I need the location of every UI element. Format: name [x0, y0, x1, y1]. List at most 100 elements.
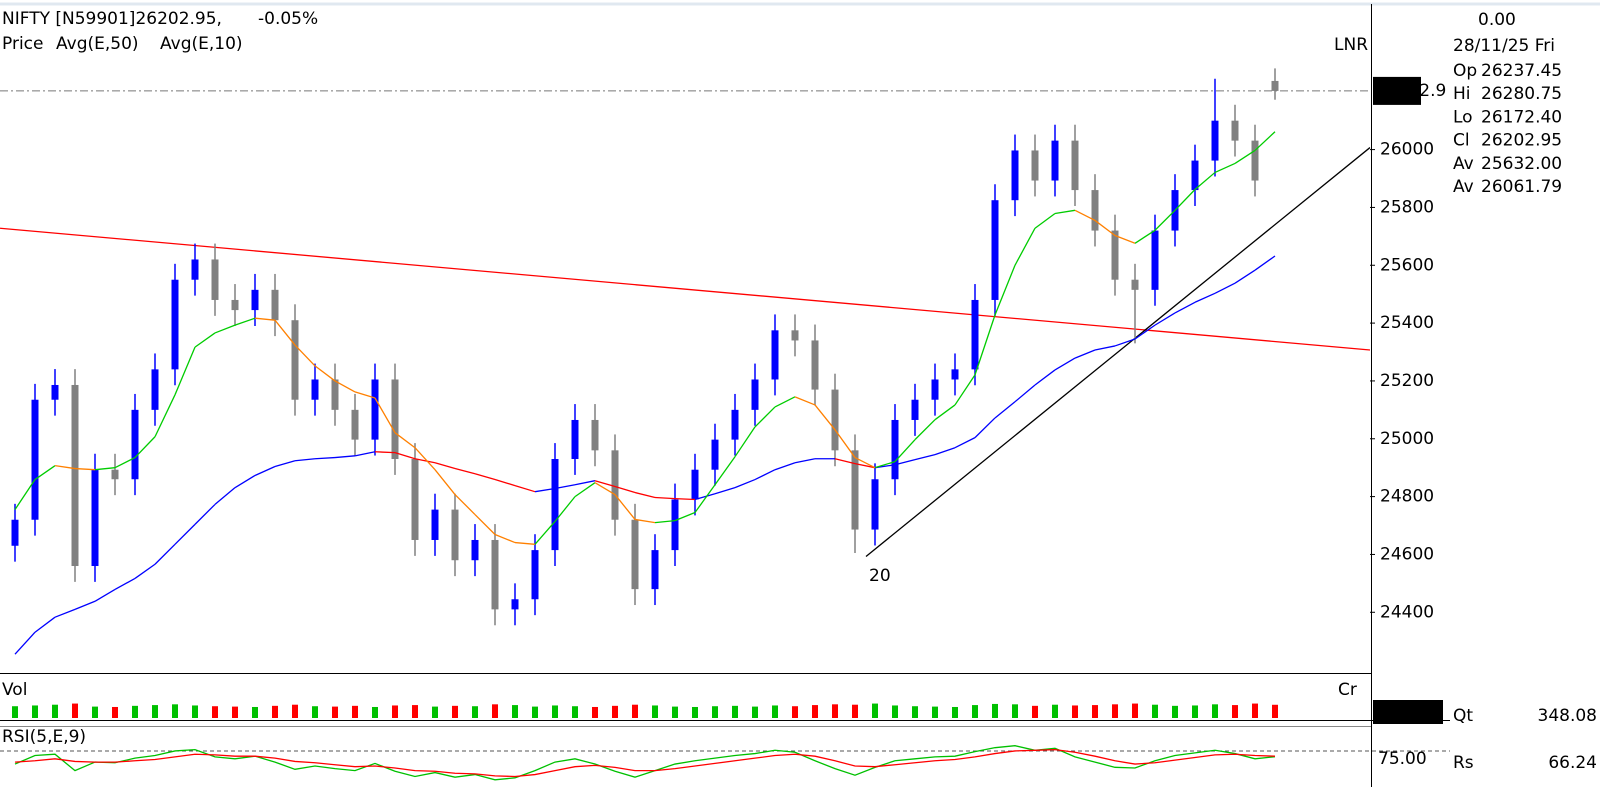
moving-average-segment — [1114, 338, 1136, 347]
moving-average-segment — [1214, 282, 1236, 294]
moving-average-segment — [1234, 149, 1256, 165]
rsi-line — [14, 748, 1276, 778]
moving-average-segment — [534, 487, 556, 493]
moving-average-segment — [194, 503, 216, 525]
volume-bar — [12, 706, 18, 718]
legend-entry: Avg(E,50) — [56, 34, 139, 54]
info-row-label: Op — [1453, 61, 1477, 81]
volume-bar — [672, 706, 678, 718]
candle-body — [691, 469, 699, 500]
candle-body — [91, 469, 99, 567]
moving-average-segment — [554, 484, 576, 490]
candle-body — [171, 279, 179, 370]
candle-body — [191, 259, 199, 280]
candle-body — [71, 384, 79, 567]
moving-average-segment — [994, 265, 1016, 316]
info-volume-value: 348.08 — [1538, 706, 1597, 726]
moving-average-segment — [294, 458, 316, 462]
rsi-tick-label: 75.00 — [1378, 749, 1427, 769]
moving-average-segment — [834, 458, 856, 465]
candle-body — [771, 330, 779, 380]
volume-bar — [712, 706, 718, 718]
volume-tag — [1373, 700, 1443, 724]
moving-average-segment — [74, 600, 96, 610]
candle-body — [1151, 230, 1159, 290]
volume-bar — [112, 706, 118, 718]
moving-average-segment — [1194, 171, 1216, 190]
moving-average-segment — [914, 419, 936, 441]
candle-body — [271, 289, 279, 321]
moving-average-segment — [354, 451, 376, 457]
volume-bar — [832, 704, 838, 718]
moving-average-segment — [1114, 234, 1136, 244]
info-rsi-label: Rs — [1453, 753, 1474, 773]
candle-body — [731, 409, 739, 440]
candle-body — [751, 379, 759, 410]
volume-unit: Cr — [1338, 680, 1357, 700]
moving-average-segment — [394, 432, 416, 449]
candle-body — [451, 509, 459, 561]
candle-body — [491, 539, 499, 610]
moving-average-segment — [894, 439, 916, 463]
candle-body — [611, 450, 619, 520]
moving-average-segment — [414, 447, 436, 471]
candle-body — [51, 384, 59, 400]
info-row-value: 25632.00 — [1481, 154, 1562, 174]
volume-label: Vol — [2, 680, 27, 700]
candle-body — [511, 599, 519, 610]
moving-average-segment — [754, 469, 776, 481]
candle-body — [671, 499, 679, 551]
moving-average-segment — [1054, 209, 1076, 215]
moving-average-segment — [514, 484, 536, 493]
moving-average-segment — [754, 406, 776, 428]
moving-average-segment — [954, 374, 976, 406]
candle-body — [591, 419, 599, 451]
moving-average-segment — [1034, 212, 1056, 229]
moving-average-segment — [614, 494, 636, 520]
moving-average-segment — [1174, 301, 1196, 314]
moving-average-segment — [174, 346, 196, 396]
volume-tag-label: 348.08 — [1376, 702, 1435, 722]
moving-average-segment — [734, 478, 756, 489]
moving-average-segment — [714, 487, 736, 495]
moving-average-segment — [394, 452, 416, 460]
volume-bar — [392, 705, 398, 718]
moving-average-segment — [194, 332, 216, 348]
moving-average-segment — [34, 616, 56, 633]
y-tick-label: 25400 — [1380, 313, 1434, 333]
moving-average-segment — [514, 541, 536, 545]
volume-bar — [1152, 704, 1158, 718]
moving-average-segment — [974, 314, 996, 376]
moving-average-segment — [994, 401, 1016, 419]
candle-body — [371, 379, 379, 440]
moving-average-segment — [1154, 209, 1176, 231]
candle-body — [111, 469, 119, 480]
candle-body — [1071, 140, 1079, 191]
y-tick-label: 25200 — [1380, 371, 1434, 391]
rsi-line — [14, 745, 1276, 781]
candle-body — [311, 379, 319, 400]
volume-bar — [652, 705, 658, 718]
moving-average-segment — [74, 467, 96, 471]
volume-bar — [1252, 703, 1258, 718]
moving-average-segment — [494, 478, 516, 487]
candle-body — [911, 399, 919, 420]
moving-average-segment — [274, 319, 296, 346]
volume-bar — [972, 705, 978, 718]
moving-average-segment — [474, 473, 496, 481]
scale-label: LNR — [1334, 35, 1368, 55]
candle-body — [931, 379, 939, 400]
volume-bar — [1092, 705, 1098, 718]
candle-body — [651, 550, 659, 590]
moving-average-segment — [134, 436, 156, 459]
moving-average-segment — [1014, 227, 1036, 266]
candle-body — [131, 409, 139, 480]
volume-bar — [72, 703, 78, 718]
moving-average-segment — [934, 447, 956, 456]
volume-bar — [692, 706, 698, 718]
moving-average-segment — [234, 474, 256, 489]
moving-average-segment — [1194, 292, 1216, 303]
y-tick-label: 24400 — [1380, 602, 1434, 622]
moving-average-segment — [1074, 349, 1096, 359]
